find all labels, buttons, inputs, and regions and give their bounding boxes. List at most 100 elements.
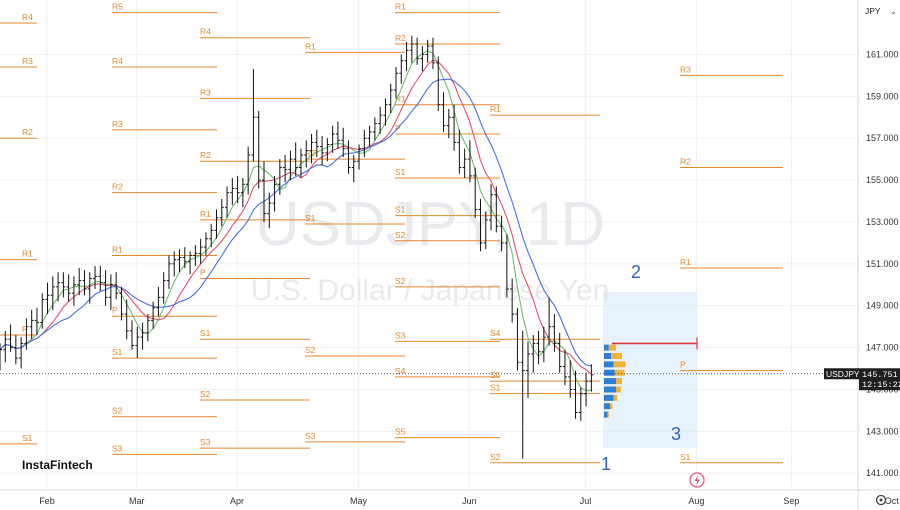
- ohlc-bar: [568, 360, 573, 398]
- annotations: 1 2 3: [601, 262, 698, 474]
- volume-profile-buy-bar: [604, 369, 615, 376]
- ohlc-bar: [172, 251, 177, 277]
- ohlc-bar: [562, 349, 567, 386]
- volume-profile-sell-bar: [611, 352, 622, 359]
- pivot-label: S5: [490, 370, 501, 380]
- ohlc-bar: [82, 270, 87, 296]
- currency-selector[interactable]: JPY ⌄: [860, 2, 898, 20]
- ohlc-bar: [557, 332, 562, 373]
- pivot-label: S2: [395, 276, 406, 286]
- ohlc-bar: [515, 307, 520, 371]
- ohlc-bar: [420, 46, 425, 72]
- pivot-label: S2: [112, 406, 123, 416]
- volume-profile-buy-bar: [604, 411, 608, 418]
- volume-profile-buy-bar: [604, 378, 616, 385]
- pivot-label: S2: [490, 452, 501, 462]
- ohlc-bar: [93, 265, 98, 289]
- pivot-label: S1: [112, 347, 123, 357]
- pivot-label: R1: [22, 249, 33, 259]
- pivot-label: R2: [305, 148, 316, 158]
- pivot-label: S4: [395, 366, 406, 376]
- x-tick-label: Jun: [462, 496, 477, 506]
- price-bars: [0, 35, 594, 459]
- ohlc-bar: [335, 121, 340, 149]
- pivot-label: R1: [305, 41, 316, 51]
- pivot-label: R2: [22, 127, 33, 137]
- ohlc-bar: [341, 127, 346, 158]
- ohlc-bar: [351, 154, 356, 183]
- ohlc-bar: [272, 175, 277, 212]
- pivot-label: R4: [112, 56, 123, 66]
- ohlc-bar: [536, 330, 541, 365]
- ohlc-bar: [372, 117, 377, 141]
- x-tick-label: Aug: [688, 496, 704, 506]
- ohlc-bar: [203, 232, 208, 256]
- ohlc-bar: [436, 56, 441, 111]
- ohlc-bar: [298, 148, 303, 178]
- ohlc-bar: [589, 364, 594, 392]
- ohlc-bar: [499, 215, 504, 252]
- ohlc-bar: [108, 274, 113, 310]
- pivot-label: P: [22, 324, 28, 334]
- ohlc-bar: [346, 140, 351, 174]
- volume-profile-buy-bar: [604, 403, 610, 410]
- ohlc-bar: [219, 198, 224, 227]
- ohlc-bar: [151, 301, 156, 329]
- symbol-tag-label: USDJPY: [826, 369, 860, 379]
- ohlc-bar: [8, 324, 13, 352]
- ohlc-bar: [230, 177, 235, 206]
- wave-label: 1: [601, 454, 611, 474]
- pivot-label: R2: [112, 182, 123, 192]
- ohlc-bar: [103, 270, 108, 306]
- pivot-label: S2: [305, 345, 316, 355]
- ohlc-bar: [235, 175, 240, 204]
- ohlc-bar: [367, 125, 372, 147]
- ohlc-bar: [135, 326, 140, 359]
- ohlc-bar: [478, 198, 483, 252]
- ohlc-bar: [415, 37, 420, 65]
- ohlc-bar: [357, 144, 362, 170]
- y-tick-label: 151.000: [866, 259, 899, 269]
- ohlc-bar: [45, 282, 50, 315]
- x-tick-label: Feb: [39, 496, 55, 506]
- ohlc-bar: [462, 148, 467, 178]
- ohlc-bar: [309, 134, 314, 164]
- ohlc-bar: [214, 209, 219, 239]
- y-tick-label: 149.000: [866, 301, 899, 311]
- ohlc-bar: [526, 341, 530, 398]
- bar-countdown: 12:15:22: [862, 380, 900, 390]
- pivot-label: R3: [680, 64, 691, 74]
- lightning-icon[interactable]: [689, 472, 705, 488]
- pivot-label: R5: [112, 2, 123, 12]
- y-tick-label: 157.000: [866, 133, 899, 143]
- pivot-label: P: [200, 268, 206, 278]
- current-price-box: [859, 368, 900, 391]
- pivot-label: S5: [395, 427, 406, 437]
- volume-profile-buy-bar: [604, 394, 614, 401]
- ohlc-bar: [161, 272, 166, 304]
- ohlc-bar: [66, 274, 71, 302]
- ohlc-bar: [541, 326, 546, 363]
- ohlc-bar: [256, 110, 261, 189]
- ohlc-bar: [209, 224, 214, 248]
- pivot-label: S1: [305, 213, 316, 223]
- ohlc-bar: [40, 293, 45, 329]
- pivot-label: R4: [22, 12, 33, 22]
- y-tick-label: 161.000: [866, 49, 899, 59]
- ohlc-bar: [182, 247, 187, 269]
- ohlc-bar: [409, 35, 414, 63]
- pivot-label: R4: [200, 27, 211, 37]
- volume-profile-buy-bar: [604, 386, 616, 393]
- pivot-label: R3: [22, 56, 33, 66]
- chevron-down-icon: ⌄: [890, 7, 897, 16]
- pivot-label: R2: [395, 33, 406, 43]
- current-price-tag: USDJPY 145.751 12:15:22: [824, 368, 900, 391]
- ohlc-bar: [114, 272, 119, 300]
- x-tick-label: Mar: [129, 496, 145, 506]
- settings-gear-icon[interactable]: [875, 494, 887, 506]
- pivot-label: R1: [112, 244, 123, 254]
- ohlc-bar: [267, 192, 272, 229]
- current-price-value: 145.751: [862, 370, 898, 380]
- ohlc-bar: [404, 41, 409, 72]
- ohlc-bar: [383, 98, 388, 126]
